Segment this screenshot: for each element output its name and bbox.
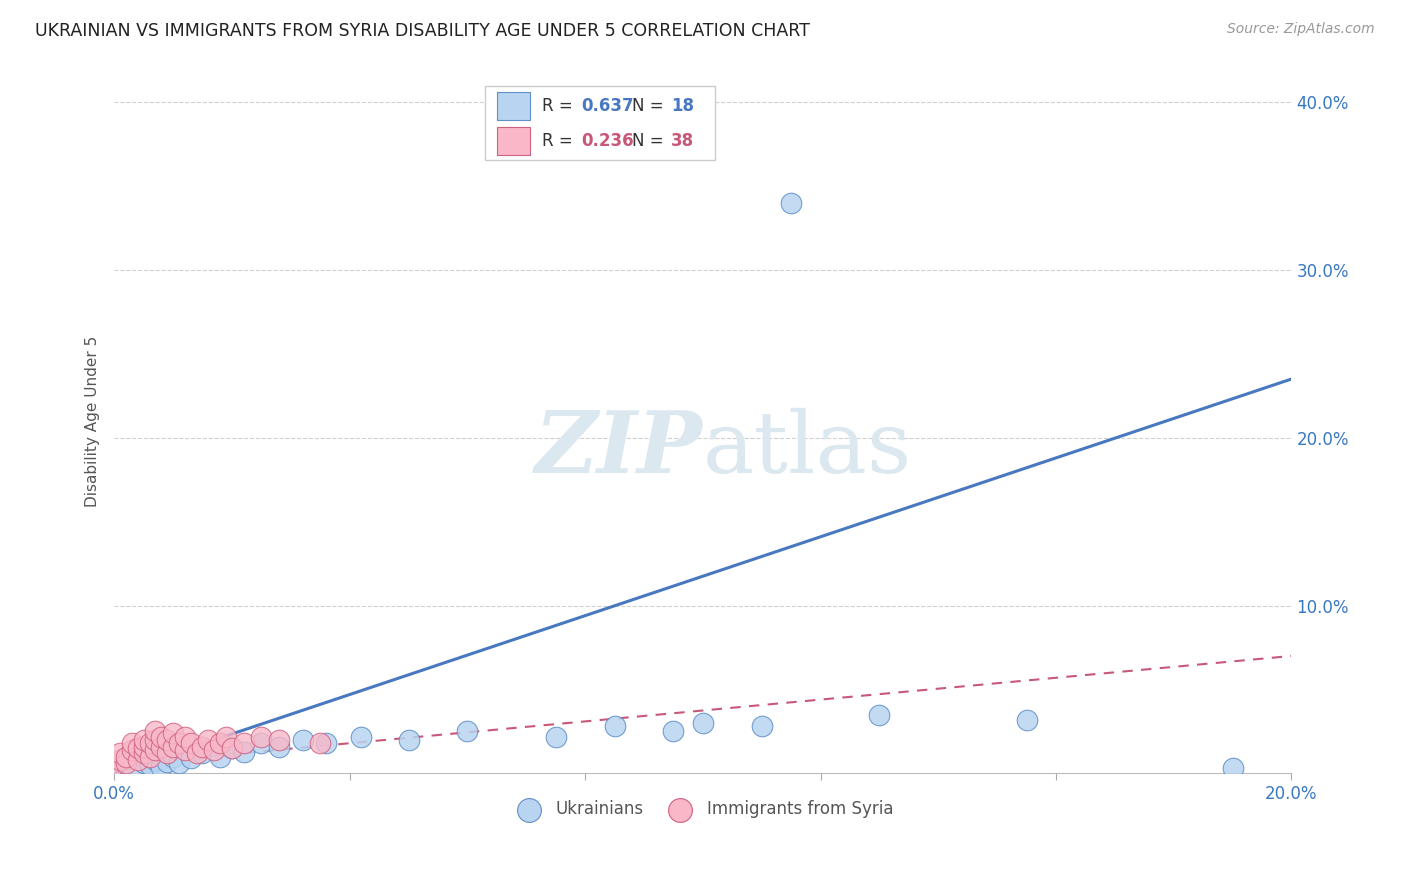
Point: [127, 741, 149, 756]
FancyBboxPatch shape: [496, 127, 530, 155]
Point: [156, 732, 179, 747]
Text: atlas: atlas: [703, 408, 912, 491]
FancyBboxPatch shape: [485, 87, 714, 161]
Text: 0.637: 0.637: [582, 97, 634, 115]
Point: [108, 753, 131, 767]
Point: [145, 732, 167, 747]
Point: [209, 749, 232, 764]
Point: [250, 736, 273, 750]
Text: Source: ZipAtlas.com: Source: ZipAtlas.com: [1227, 22, 1375, 37]
Point: [156, 755, 179, 769]
Point: [398, 732, 420, 747]
Point: [173, 743, 195, 757]
Point: [780, 195, 803, 210]
Text: 38: 38: [671, 132, 695, 150]
Point: [186, 746, 208, 760]
Point: [132, 756, 155, 771]
Point: [544, 730, 567, 744]
Point: [197, 732, 219, 747]
Legend: Ukrainians, Immigrants from Syria: Ukrainians, Immigrants from Syria: [506, 794, 900, 825]
Point: [267, 739, 290, 754]
Point: [232, 736, 254, 750]
Point: [167, 736, 190, 750]
Text: ZIP: ZIP: [534, 408, 703, 491]
Point: [250, 730, 273, 744]
Point: [145, 753, 167, 767]
Point: [138, 758, 160, 772]
Point: [150, 730, 173, 744]
Text: R =: R =: [541, 132, 578, 150]
Point: [221, 741, 243, 756]
Point: [202, 743, 225, 757]
Point: [309, 736, 332, 750]
Point: [162, 749, 184, 764]
Point: [751, 719, 773, 733]
Point: [115, 756, 138, 771]
Point: [456, 724, 478, 739]
Point: [115, 749, 138, 764]
Point: [267, 732, 290, 747]
Point: [232, 745, 254, 759]
Point: [145, 724, 167, 739]
Point: [291, 732, 314, 747]
Point: [350, 730, 373, 744]
Point: [132, 746, 155, 760]
Point: [132, 739, 155, 754]
Point: [191, 746, 214, 760]
Point: [121, 743, 143, 757]
Text: N =: N =: [633, 97, 669, 115]
Point: [108, 746, 131, 760]
Text: 0.236: 0.236: [582, 132, 634, 150]
Point: [138, 749, 160, 764]
FancyBboxPatch shape: [496, 92, 530, 120]
Point: [215, 730, 238, 744]
Point: [603, 719, 626, 733]
Point: [209, 736, 232, 750]
Point: [162, 726, 184, 740]
Point: [868, 707, 890, 722]
Text: N =: N =: [633, 132, 669, 150]
Point: [103, 758, 125, 772]
Point: [1015, 713, 1038, 727]
Y-axis label: Disability Age Under 5: Disability Age Under 5: [86, 335, 100, 507]
Text: R =: R =: [541, 97, 578, 115]
Point: [150, 739, 173, 754]
Point: [121, 761, 143, 775]
Point: [167, 756, 190, 771]
Point: [315, 736, 337, 750]
Point: [173, 730, 195, 744]
Point: [180, 751, 202, 765]
Point: [662, 724, 685, 739]
Point: [221, 741, 243, 756]
Point: [127, 753, 149, 767]
Point: [156, 746, 179, 760]
Point: [180, 736, 202, 750]
Point: [132, 732, 155, 747]
Text: 18: 18: [671, 97, 695, 115]
Point: [191, 739, 214, 754]
Point: [162, 739, 184, 754]
Point: [1222, 761, 1244, 775]
Point: [692, 716, 714, 731]
Point: [150, 760, 173, 774]
Text: UKRAINIAN VS IMMIGRANTS FROM SYRIA DISABILITY AGE UNDER 5 CORRELATION CHART: UKRAINIAN VS IMMIGRANTS FROM SYRIA DISAB…: [35, 22, 810, 40]
Point: [145, 743, 167, 757]
Point: [121, 736, 143, 750]
Point: [138, 736, 160, 750]
